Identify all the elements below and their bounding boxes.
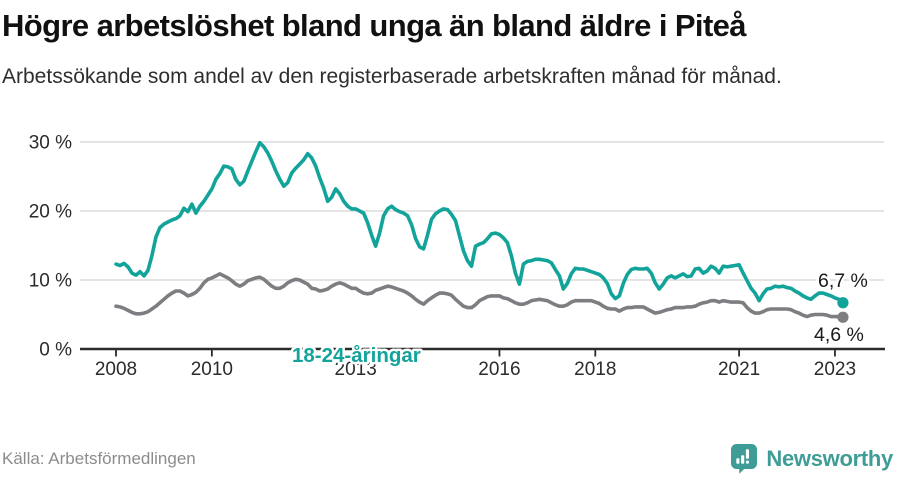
x-tick-label: 2018 bbox=[574, 359, 616, 380]
brand: Newsworthy bbox=[730, 443, 893, 474]
x-tick-label: 2010 bbox=[191, 359, 233, 380]
chart: 0 % 10 % 20 % 30 % 2008 2010 2013 2016 2018 2021… bbox=[2, 117, 900, 464]
x-tick-label: 2013 bbox=[335, 359, 377, 380]
y-tick-label: 20 % bbox=[29, 202, 72, 223]
series-label-youth: 18-24-åringar bbox=[292, 344, 421, 367]
series-end-dot-total bbox=[837, 311, 849, 324]
newsworthy-logo-icon bbox=[731, 444, 758, 474]
brand-name: Newsworthy bbox=[766, 445, 893, 471]
y-axis-labels: 0 % 10 % 20 % 30 % bbox=[29, 133, 72, 361]
page: Högre arbetslöshet bland unga än bland ä… bbox=[0, 7, 900, 474]
source-note: Källa: Arbetsförmedlingen bbox=[2, 448, 196, 468]
x-axis: 2008 2010 2013 2016 2018 2021 2023 bbox=[80, 348, 885, 380]
y-tick-label: 10 % bbox=[29, 271, 72, 292]
end-value-label-youth: 6,7 % bbox=[818, 270, 868, 292]
end-value-label-total: 4,6 % bbox=[814, 324, 864, 346]
bar-chart-glyph bbox=[736, 449, 750, 464]
x-tick-label: 2008 bbox=[95, 359, 137, 380]
x-tick-label: 2023 bbox=[814, 359, 856, 380]
x-tick-label: 2016 bbox=[478, 359, 520, 380]
series-end-dot-youth bbox=[837, 297, 849, 309]
chart-subtitle: Arbetssökande som andel av den registerb… bbox=[2, 64, 782, 88]
series-lines bbox=[114, 141, 849, 324]
series-line-total bbox=[114, 272, 845, 320]
x-tick-label: 2021 bbox=[718, 359, 760, 380]
line-chart-canvas: 0 % 10 % 20 % 30 % 2008 2010 2013 2016 2018 2021… bbox=[29, 133, 885, 464]
y-tick-label: 0 % bbox=[39, 340, 72, 361]
chart-title: Högre arbetslöshet bland unga än bland ä… bbox=[2, 8, 747, 43]
y-tick-label: 30 % bbox=[29, 133, 72, 154]
gridlines bbox=[80, 141, 884, 282]
series-line-youth bbox=[114, 141, 845, 305]
footer: Källa: Arbetsförmedlingen Newsworthy bbox=[0, 443, 900, 474]
